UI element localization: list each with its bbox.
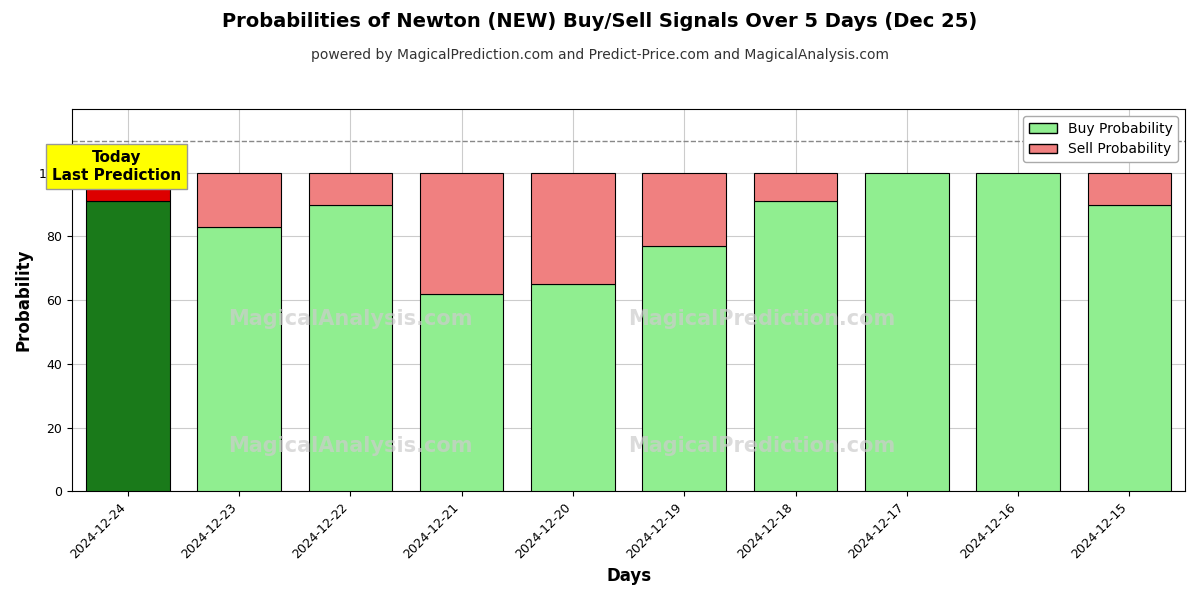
Bar <box>642 246 726 491</box>
Text: MagicalPrediction.com: MagicalPrediction.com <box>629 436 895 455</box>
Bar <box>420 173 503 294</box>
Bar <box>754 173 838 202</box>
Bar <box>642 173 726 246</box>
Legend: Buy Probability, Sell Probability: Buy Probability, Sell Probability <box>1024 116 1178 162</box>
Bar <box>197 227 281 491</box>
Bar <box>532 173 614 284</box>
Text: MagicalPrediction.com: MagicalPrediction.com <box>629 310 895 329</box>
Text: powered by MagicalPrediction.com and Predict-Price.com and MagicalAnalysis.com: powered by MagicalPrediction.com and Pre… <box>311 48 889 62</box>
Text: MagicalAnalysis.com: MagicalAnalysis.com <box>228 436 473 455</box>
Bar <box>1087 205 1171 491</box>
Bar <box>86 173 169 202</box>
Text: Today
Last Prediction: Today Last Prediction <box>52 151 181 183</box>
Bar <box>197 173 281 227</box>
X-axis label: Days: Days <box>606 567 652 585</box>
Bar <box>420 294 503 491</box>
Bar <box>977 173 1060 491</box>
Y-axis label: Probability: Probability <box>16 249 34 352</box>
Bar <box>308 205 392 491</box>
Bar <box>308 173 392 205</box>
Bar <box>532 284 614 491</box>
Bar <box>754 202 838 491</box>
Bar <box>86 202 169 491</box>
Text: Probabilities of Newton (NEW) Buy/Sell Signals Over 5 Days (Dec 25): Probabilities of Newton (NEW) Buy/Sell S… <box>222 12 978 31</box>
Bar <box>865 173 948 491</box>
Text: MagicalAnalysis.com: MagicalAnalysis.com <box>228 310 473 329</box>
Bar <box>1087 173 1171 205</box>
